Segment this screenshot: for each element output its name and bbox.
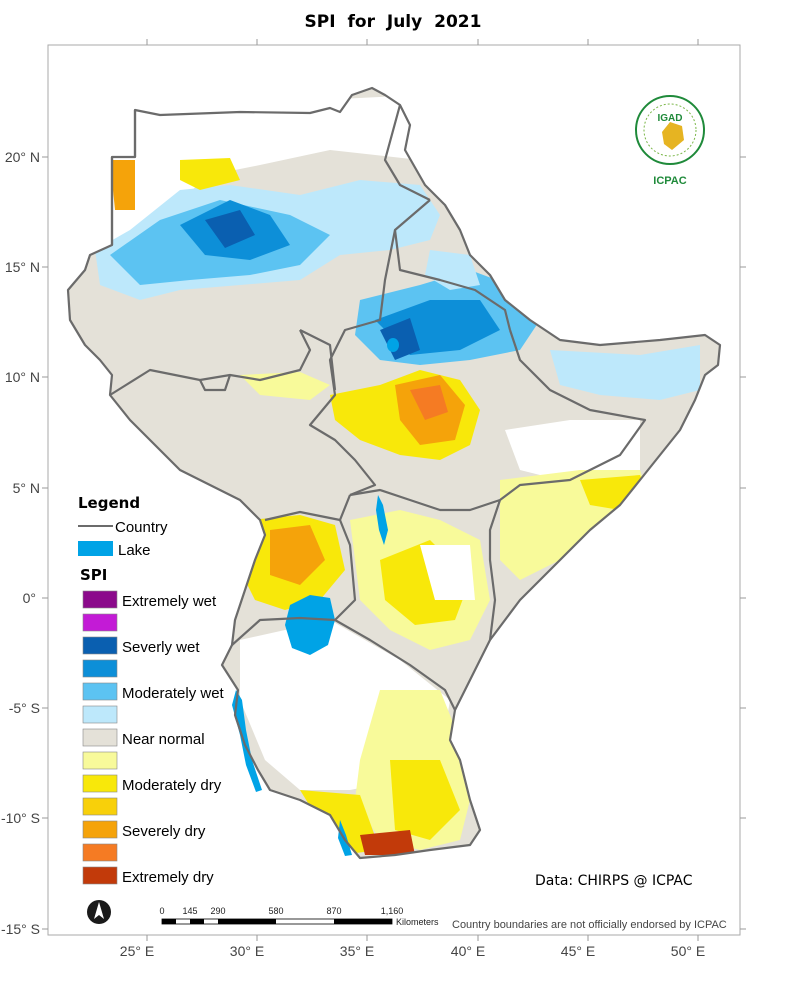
spi-extreme-dry-tanzania <box>360 830 415 855</box>
scale-tick-145: 145 <box>182 906 197 916</box>
legend-label-near-normal: Near normal <box>122 731 205 748</box>
border-eritrea <box>393 229 512 331</box>
lat-label-0: 0° <box>23 590 36 606</box>
lon-label-50e: 50° E <box>671 943 705 959</box>
spi-dry-libya-border <box>110 160 135 210</box>
logo-acronym: IGAD <box>658 113 683 124</box>
spi-severe-dry-uganda <box>270 525 325 585</box>
logo-org-name: ICPAC <box>653 175 686 187</box>
legend-label-moderately-dry: Moderately dry <box>122 777 222 794</box>
data-credit: Data: CHIRPS @ ICPAC <box>535 873 693 889</box>
legend-label-severly-wet: Severly wet <box>122 639 200 656</box>
legend-label-extremely-dry: Extremely dry <box>122 869 214 886</box>
legend-spi-heading: SPI <box>80 566 107 584</box>
legend-swatch-very-wet <box>82 613 118 632</box>
lake-tana <box>387 338 399 352</box>
border-ethiopia-somalia <box>499 329 647 501</box>
lat-label-15n: 15° N <box>5 259 40 275</box>
scale-tick-1160: 1,160 <box>381 906 404 916</box>
legend-swatch-extremely-dry <box>82 866 118 885</box>
igad-logo: IGAD ICPAC <box>635 95 705 187</box>
legend-swatch-very-dry <box>82 843 118 862</box>
spi-extreme-dry-core-ethiopia <box>410 385 448 420</box>
lat-tick-marks <box>42 156 746 930</box>
legend-swatch-severely-dry <box>82 820 118 839</box>
legend-label-severely-dry: Severely dry <box>122 823 206 840</box>
legend-swatch-slightly-dry <box>82 751 118 770</box>
border-kafia-kingi <box>199 374 232 392</box>
scale-tick-870: 870 <box>326 906 341 916</box>
border-sudan-south-sudan <box>299 329 337 391</box>
lon-label-35e: 35° E <box>340 943 374 959</box>
lake-tanganyika <box>232 690 262 792</box>
legend-label-moderately-wet: Moderately wet <box>122 685 225 702</box>
border-kenya-uganda <box>334 494 357 621</box>
legend-label-extremely-wet: Extremely wet <box>122 593 217 610</box>
legend-heading: Legend <box>78 494 140 512</box>
spi-nodata-kenya <box>420 545 475 600</box>
map-title: SPI for July 2021 <box>304 12 482 32</box>
lat-label-5n: 5° N <box>13 480 40 496</box>
lat-label-10n: 10° N <box>5 369 40 385</box>
lon-tick-marks <box>146 39 699 941</box>
spi-dry-egypt-border <box>180 158 240 190</box>
border-south-sudan-uganda <box>264 510 341 522</box>
lat-label-20n: 20° N <box>5 149 40 165</box>
legend-swatch-moderately-dry <box>82 774 118 793</box>
border-kenya-somalia <box>488 499 502 641</box>
scale-tick-290: 290 <box>210 906 225 916</box>
legend-swatch-slightly-wet <box>82 705 118 724</box>
border-kenya-tanzania <box>334 619 456 711</box>
lat-label-15s: -15° S <box>1 921 40 937</box>
lake-turkana <box>376 495 388 545</box>
legend-swatch-near-normal <box>82 728 118 747</box>
legend: Legend Country Lake SPI Extremely wet Se… <box>78 494 225 886</box>
scale-unit: Kilometers <box>396 917 439 927</box>
legend-swatch-moderately-wet <box>82 682 118 701</box>
border-sudan-car <box>109 329 312 396</box>
spi-dry-tanzania-south <box>390 760 460 840</box>
scale-bar: 0 145 290 580 870 1,160 Kilometers <box>159 906 439 927</box>
lon-label-30e: 30° E <box>230 943 264 959</box>
boundary-disclaimer: Country boundaries are not officially en… <box>452 919 727 931</box>
legend-lake-label: Lake <box>118 542 151 559</box>
spi-nodata-north <box>112 95 420 240</box>
north-arrow-icon <box>87 900 111 924</box>
border-ethiopia-kenya <box>349 488 501 512</box>
legend-lake-swatch <box>78 541 113 556</box>
spi-severe-wet-sudan <box>205 210 255 248</box>
legend-country-label: Country <box>115 519 168 536</box>
lat-label-10s: -10° S <box>1 810 40 826</box>
scale-tick-580: 580 <box>268 906 283 916</box>
border-uganda-tanzania <box>231 616 336 646</box>
lon-label-25e: 25° E <box>120 943 154 959</box>
lon-label-40e: 40° E <box>451 943 485 959</box>
border-sudan-ethiopia <box>308 199 431 497</box>
legend-swatch-wet <box>82 659 118 678</box>
legend-swatch-extremely-wet <box>82 590 118 609</box>
legend-swatch-dry <box>82 797 118 816</box>
logo-inner-ring <box>643 103 697 157</box>
region-outline <box>66 86 722 860</box>
logo-map-icon <box>662 122 684 150</box>
country-borders <box>66 86 722 860</box>
lat-label-5s: -5° S <box>9 700 40 716</box>
scale-tick-0: 0 <box>159 906 164 916</box>
border-sudan-egypt-east <box>383 104 431 201</box>
spi-light-wet-somalia <box>550 345 700 400</box>
lon-label-45e: 45° E <box>561 943 595 959</box>
legend-swatch-severly-wet <box>82 636 118 655</box>
lake-victoria <box>285 595 335 655</box>
